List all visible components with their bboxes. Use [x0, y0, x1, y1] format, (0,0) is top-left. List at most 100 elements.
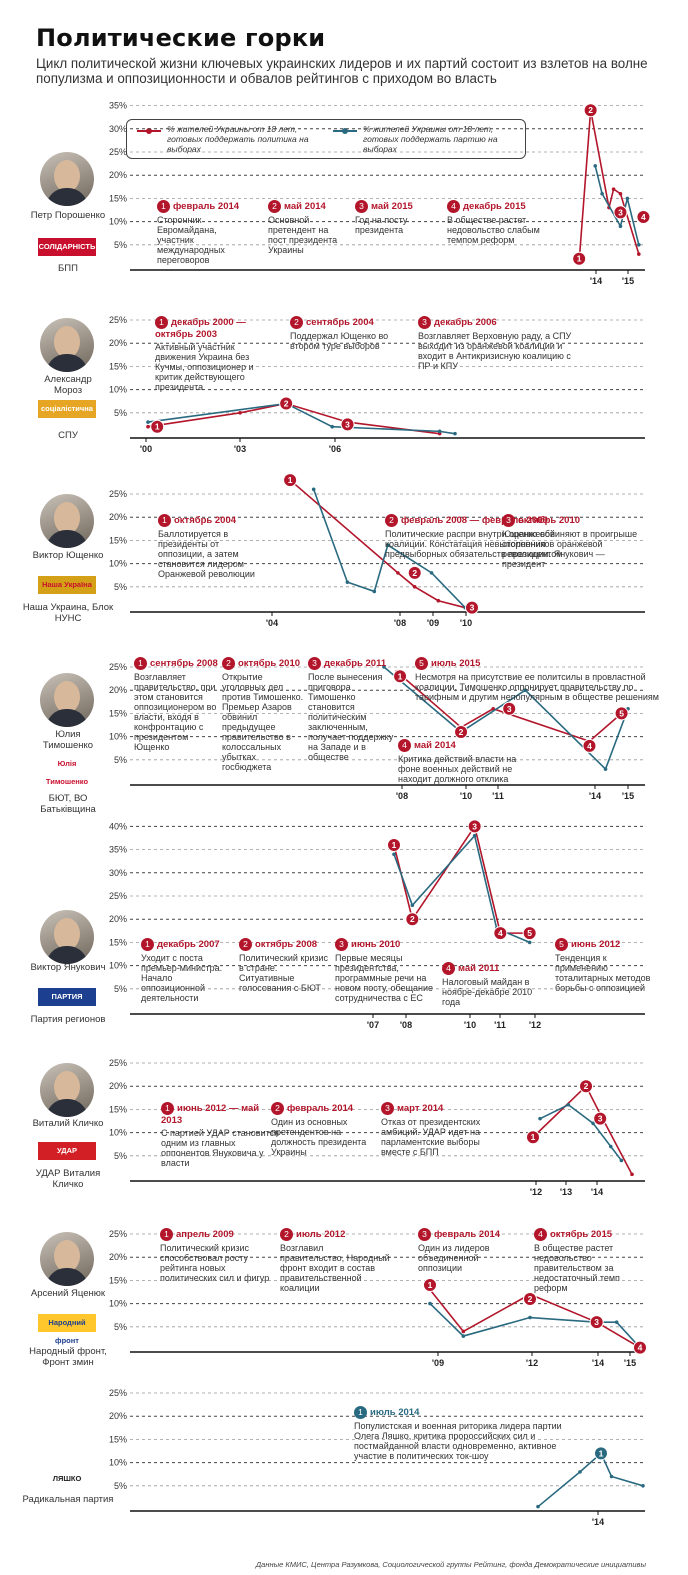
party-data-point: [591, 1121, 595, 1126]
party-data-point: [429, 571, 434, 575]
event-description: Год на посту президента: [355, 215, 408, 235]
event-description: После вынесения приговора Тимошенко стан…: [308, 672, 394, 762]
event-marker-number: 3: [470, 603, 475, 613]
event-annotation: 1 июль 2014 Популистская и военная риторик…: [354, 1406, 564, 1461]
politician-data-point: [618, 191, 623, 196]
party-name: Наша Украина, Блок НУНС: [22, 602, 114, 624]
event-marker-number: 1: [577, 254, 582, 264]
party-data-point: [146, 420, 150, 424]
event-date: февраль 2014: [173, 200, 240, 212]
y-tick-label: 15%: [109, 361, 127, 371]
event-description: Тенденция к применению тоталитарных мето…: [555, 953, 651, 993]
politician-name: Виталий Кличко: [32, 1118, 104, 1129]
y-tick-label: 5%: [114, 984, 127, 994]
event-description: Один из основных претендентов на должнос…: [271, 1117, 367, 1157]
party-name: СПУ: [58, 430, 78, 441]
event-date: май 2015: [371, 200, 413, 212]
event-date: октябрь 2004: [174, 514, 237, 526]
chart-panel: Виталий Кличко УДАР УДАР Виталия Кличко 5% 1…: [0, 1058, 688, 1197]
y-tick-label: 25%: [109, 147, 127, 157]
event-annotation: 2 октябрь 2008 Политический кризис в стран…: [239, 938, 329, 993]
event-marker: 4: [582, 738, 597, 753]
party-data-point: [614, 1320, 619, 1324]
event-date: июнь 2010: [351, 938, 401, 950]
event-date: октябрь 2010: [238, 657, 301, 669]
event-marker-number: 1: [155, 422, 160, 432]
event-date: апрель 2009: [176, 1228, 234, 1240]
politician-name: Виктор Ющенко: [32, 550, 104, 561]
chart-panel: Юлия Тимошенко Юлія Тимошенко БЮТ, ВО Бать…: [0, 655, 688, 815]
party-name: УДАР Виталия Кличко: [35, 1168, 101, 1190]
party-data-point: [392, 852, 396, 857]
party-logo: соціалістична партія: [38, 400, 96, 431]
event-description: Возглавляет правительство, при этом стан…: [134, 672, 217, 752]
event-description: Возглавил правительство, Народный фронт …: [280, 1243, 390, 1293]
y-tick-label: 20%: [109, 914, 127, 924]
event-description: Политический кризис способствовал росту …: [160, 1243, 270, 1283]
event-marker-number: 1: [392, 840, 397, 850]
y-tick-label: 5%: [114, 755, 127, 765]
event-annotation: 3 декабрь 2011 После вынесения приговора Т…: [308, 657, 398, 762]
politician-data-point: [146, 424, 150, 429]
event-marker-number: 1: [599, 1448, 604, 1458]
x-tick-label: '15: [622, 791, 634, 801]
event-date: февраль 2014: [434, 1228, 501, 1240]
event-marker-number: 5: [527, 928, 532, 938]
politician-name: Юлия Тимошенко: [42, 729, 94, 751]
event-annotation: 4 май 2014 Критика действий власти на фоне…: [398, 739, 518, 784]
event-marker: 3: [502, 701, 517, 716]
event-date: декабрь 2007: [157, 938, 220, 950]
y-tick-label: 15%: [109, 535, 127, 545]
y-tick-label: 25%: [109, 315, 127, 325]
event-number-badge: 2: [271, 1102, 284, 1115]
event-number-badge: 1: [155, 316, 168, 329]
event-number-badge: 5: [555, 938, 568, 951]
event-description: Политический кризис в стране. Ситуативны…: [239, 953, 329, 993]
y-tick-label: 5%: [114, 1322, 127, 1332]
party-data-point: [311, 487, 316, 492]
x-tick-label: '00: [140, 444, 152, 454]
event-date: декабрь 2000 — октябрь 2003: [155, 316, 246, 340]
y-tick-label: 20%: [109, 170, 127, 180]
event-annotation: 1 сентябрь 2008 Возглавляет правительство,…: [134, 657, 219, 752]
politician-data-point: [637, 252, 641, 256]
party-data-point: [382, 665, 386, 669]
event-annotation: 3 март 2014 Отказ от президентских амбиций…: [381, 1102, 491, 1157]
politician-data-point: [611, 187, 616, 191]
event-marker: 1: [594, 1446, 608, 1461]
event-number-badge: 5: [415, 657, 428, 670]
party-data-point: [625, 196, 630, 201]
x-tick-label: '15: [622, 276, 634, 286]
y-tick-label: 25%: [109, 662, 127, 672]
event-marker-number: 2: [588, 105, 593, 115]
politician-name: Петр Порошенко: [30, 210, 106, 221]
party-logo: ПАРТИЯ РЕГИОНОВ: [38, 988, 96, 1019]
y-tick-label: 20%: [109, 685, 127, 695]
event-number-badge: 2: [290, 316, 303, 329]
event-number-badge: 1: [160, 1228, 173, 1241]
y-tick-label: 15%: [109, 708, 127, 718]
event-number-badge: 3: [418, 1228, 431, 1241]
event-number-badge: 4: [447, 200, 460, 213]
party-data-point: [566, 1102, 571, 1107]
x-tick-label: '11: [494, 1020, 506, 1030]
party-data-point: [330, 424, 335, 429]
event-description: Один из лидеров объединенной оппозиции: [418, 1243, 490, 1273]
event-date: декабрь 2006: [434, 316, 497, 328]
event-marker-number: 2: [528, 1294, 533, 1304]
event-number-badge: 4: [398, 739, 411, 752]
politician-photo: [40, 910, 94, 964]
legend-politician-swatch: [137, 128, 161, 134]
event-marker-number: 2: [410, 914, 415, 924]
event-number-badge: 2: [239, 938, 252, 951]
y-tick-label: 15%: [109, 1275, 127, 1285]
event-date: май 2014: [414, 739, 456, 751]
event-date: февраль 2014: [287, 1102, 354, 1114]
event-marker: 1: [423, 1278, 437, 1293]
event-annotation: 3 февраль 2014 Один из лидеров объединенно…: [418, 1228, 518, 1273]
x-tick-label: '11: [492, 791, 504, 801]
event-description: В обществе растет недовольство правитель…: [534, 1243, 620, 1293]
politician-series-line: [578, 110, 640, 262]
event-annotation: 5 июль 2015 Несмотря на присутствие ее пол…: [415, 657, 665, 702]
party-name: Радикальная партия: [22, 1494, 114, 1505]
